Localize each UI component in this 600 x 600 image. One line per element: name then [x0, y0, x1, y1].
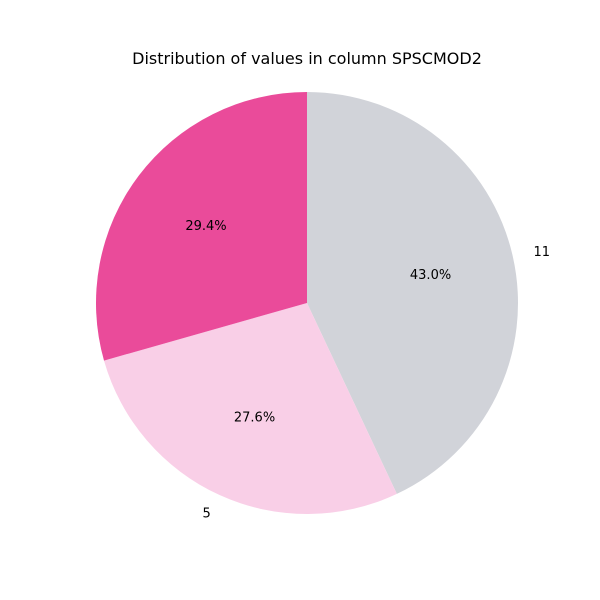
slice-percent-label: 29.4%	[185, 219, 226, 234]
pie-slices	[95, 92, 518, 515]
pie-slice	[95, 92, 307, 361]
chart-title: Distribution of values in column SPSCMOD…	[132, 49, 482, 68]
pie-category-labels: 11 5	[203, 245, 551, 522]
slice-percent-label: 43.0%	[410, 268, 451, 283]
pie-slice	[104, 303, 397, 515]
slice-percent-label: 27.6%	[234, 411, 275, 426]
pie-percent-labels: 43.0% 27.6% 29.4%	[185, 219, 451, 426]
slice-category-label: 5	[203, 507, 211, 522]
slice-category-label: 11	[534, 245, 551, 260]
pie-slice	[307, 92, 518, 494]
